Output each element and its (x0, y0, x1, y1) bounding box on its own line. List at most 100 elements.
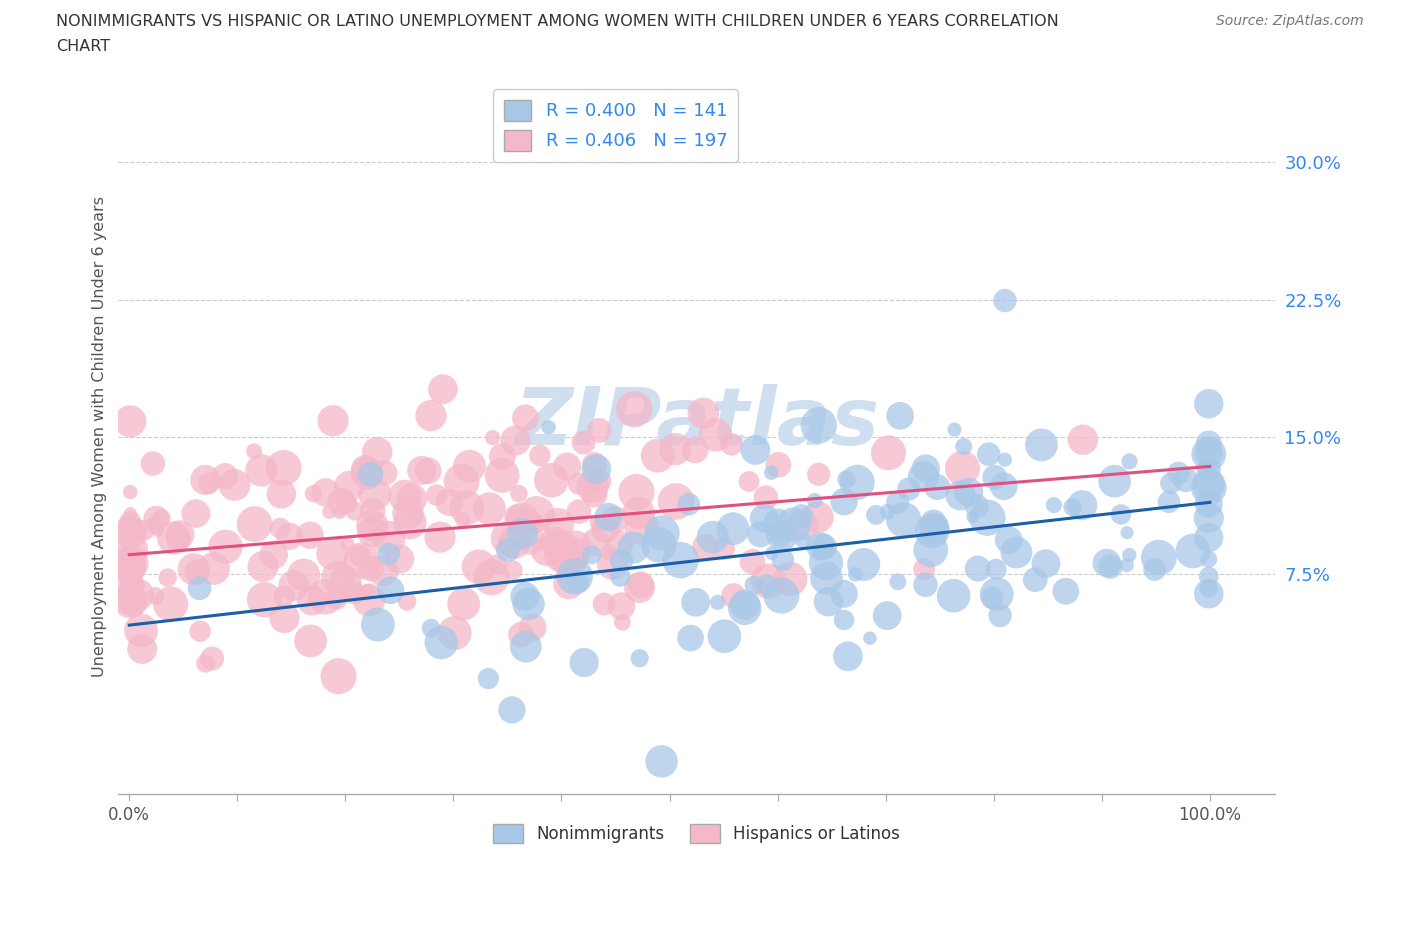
Point (339, 479, 361, 494)
Point (420, 620, 443, 635)
Point (214, 539, 236, 554)
Point (886, 495, 908, 510)
Point (120, 485, 142, 499)
Point (478, 501, 501, 516)
Point (1095, 555, 1118, 570)
Point (456, 500, 478, 515)
Point (1143, 562, 1166, 577)
Point (322, 413, 344, 428)
Point (377, 530, 399, 545)
Point (994, 452, 1017, 467)
Point (352, 587, 374, 602)
Point (790, 509, 813, 524)
Point (977, 446, 1000, 461)
Point (770, 528, 793, 543)
Point (626, 485, 648, 499)
Point (817, 594, 839, 609)
Point (807, 467, 830, 482)
Point (770, 588, 793, 603)
Point (273, 589, 295, 604)
Point (914, 578, 936, 592)
Point (252, 559, 274, 574)
Point (807, 510, 830, 525)
Point (120, 556, 142, 571)
Point (692, 405, 714, 420)
Point (120, 578, 142, 592)
Point (450, 474, 472, 489)
Point (515, 639, 537, 654)
Point (529, 448, 551, 463)
Point (1198, 446, 1220, 461)
Point (1198, 497, 1220, 512)
Point (477, 671, 499, 686)
Point (628, 580, 651, 595)
Point (512, 526, 534, 541)
Point (318, 504, 340, 519)
Point (508, 486, 530, 501)
Point (927, 480, 949, 495)
Point (572, 655, 595, 670)
Point (142, 456, 165, 471)
Point (337, 497, 360, 512)
Point (581, 479, 603, 494)
Point (380, 583, 402, 598)
Point (564, 569, 586, 584)
Point (243, 444, 266, 458)
Point (720, 437, 742, 452)
Point (609, 538, 631, 552)
Point (588, 423, 610, 438)
Point (526, 507, 548, 522)
Point (695, 539, 717, 554)
Point (270, 486, 292, 501)
Point (602, 557, 624, 572)
Point (1198, 511, 1220, 525)
Point (957, 485, 980, 499)
Point (792, 533, 814, 548)
Point (803, 493, 825, 508)
Point (328, 505, 350, 520)
Point (343, 503, 366, 518)
Point (1115, 558, 1137, 573)
Point (1118, 454, 1140, 469)
Point (399, 515, 422, 530)
Point (356, 466, 378, 481)
Point (502, 563, 524, 578)
Point (859, 631, 882, 645)
Point (588, 473, 610, 488)
Point (755, 490, 778, 505)
Point (350, 553, 373, 568)
Point (922, 521, 945, 536)
Point (813, 539, 835, 554)
Point (335, 575, 357, 590)
Point (876, 504, 898, 519)
Legend: Nonimmigrants, Hispanics or Latinos: Nonimmigrants, Hispanics or Latinos (486, 817, 907, 850)
Point (120, 562, 142, 577)
Point (214, 469, 236, 484)
Point (515, 410, 537, 425)
Point (439, 495, 461, 510)
Point (593, 522, 616, 537)
Point (734, 601, 756, 616)
Point (1157, 495, 1180, 510)
Point (496, 542, 519, 557)
Point (713, 541, 735, 556)
Point (1198, 569, 1220, 584)
Point (520, 515, 543, 530)
Point (481, 431, 503, 445)
Point (1160, 476, 1182, 491)
Point (188, 580, 211, 595)
Point (145, 511, 167, 525)
Point (837, 649, 859, 664)
Point (364, 486, 387, 501)
Point (520, 533, 543, 548)
Point (134, 523, 156, 538)
Point (1147, 551, 1170, 565)
Point (723, 589, 745, 604)
Point (648, 538, 671, 552)
Point (150, 511, 173, 525)
Point (651, 754, 673, 769)
Point (273, 460, 295, 475)
Point (273, 611, 295, 626)
Point (1005, 545, 1028, 560)
Point (510, 628, 533, 643)
